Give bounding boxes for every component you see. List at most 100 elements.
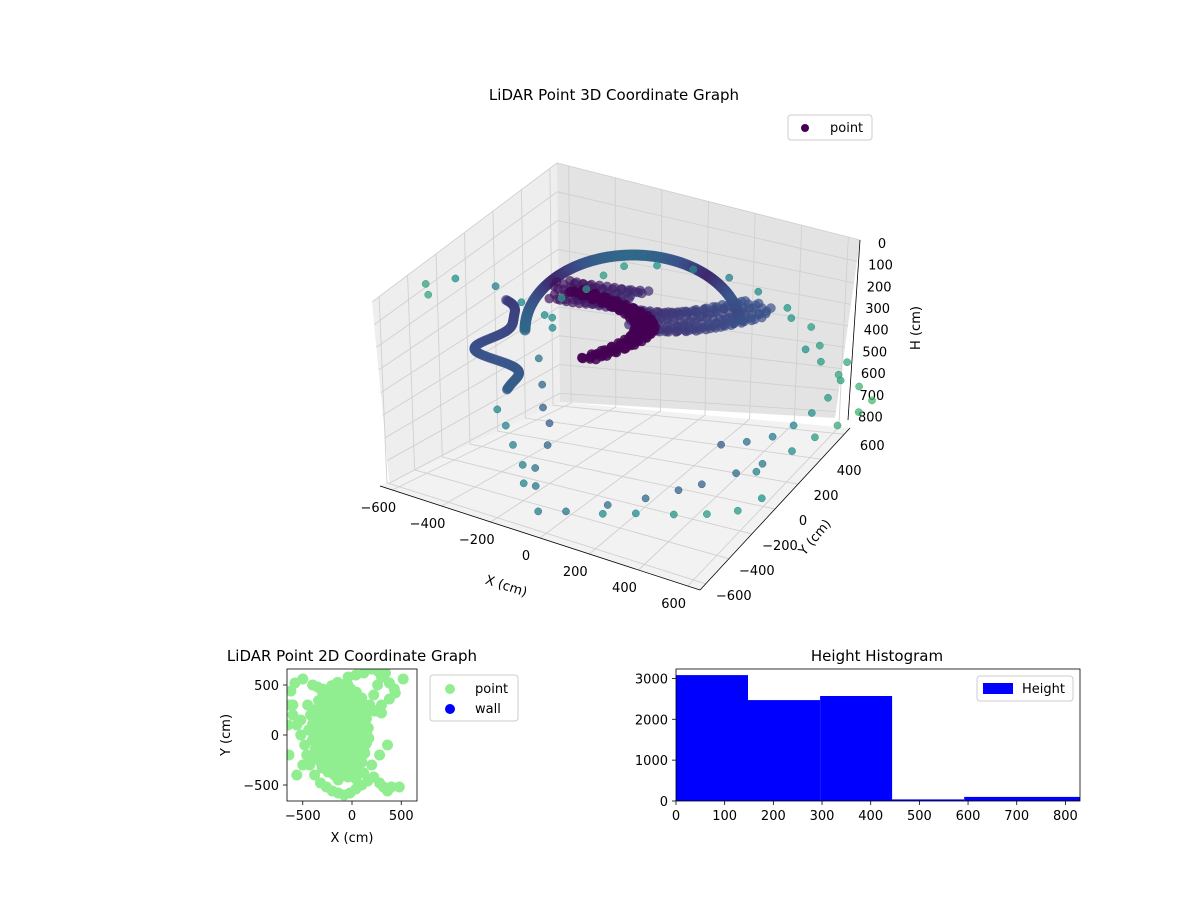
cloud-marker [708, 302, 719, 312]
point-cloud-body [469, 249, 776, 395]
scatter-point-2d [310, 749, 322, 761]
y-tick-label-2d: −500 [243, 779, 279, 794]
y-tick-label-3d: 200 [814, 489, 839, 504]
ticks-histogram: 0 100 200 300 400 500 600 700 800 0 1000 2000 3000 [635, 672, 1078, 824]
y-tick-label-histogram: 1000 [635, 754, 668, 769]
scatter-point-3d [717, 440, 725, 449]
y-tick-label-3d: −400 [739, 564, 775, 579]
scatter-point-3d [855, 382, 863, 391]
scatter-point-3d [703, 510, 711, 518]
z-tick-label-3d: 700 [859, 389, 884, 404]
scatter-point-2d [385, 781, 397, 793]
x-axis-line-3d [379, 485, 701, 591]
cloud-marker [587, 294, 598, 305]
scatter-point-2d [342, 679, 354, 691]
scatter-point-2d [359, 747, 371, 759]
scatter-point-2d [307, 708, 319, 720]
scatter-point-3d [815, 341, 824, 350]
histogram-bar [820, 696, 893, 801]
scatter-point-2d [287, 685, 297, 697]
x-tick-label-histogram: 100 [712, 809, 737, 824]
scatter-point-3d [534, 354, 543, 363]
cloud-marker [760, 308, 771, 319]
x-tick-label-3d: 200 [563, 565, 588, 580]
scatter-point-3d [539, 403, 547, 412]
scatter-point-3d [598, 509, 607, 518]
scatter-point-2d [295, 729, 307, 741]
scatter-point-2d [305, 724, 317, 736]
legend-histogram-swatch [983, 683, 1013, 694]
legend-2d-marker-wall [445, 704, 455, 714]
legend-2d-marker-point [445, 684, 455, 694]
scatter-point-3d [491, 282, 500, 291]
cloud-marker [699, 304, 710, 314]
cloud-marker [577, 353, 588, 364]
cloud-marker [728, 317, 738, 327]
scatter-point-3d [697, 480, 706, 489]
scatter-point-2d [363, 732, 375, 744]
scatter-point-2d [307, 734, 318, 746]
scatter-point-3d [758, 459, 767, 468]
scatter-point-3d [733, 506, 742, 515]
z-axis-label-3d: H (cm) [909, 306, 924, 350]
cloud-marker [691, 306, 701, 317]
y-tick-label-3d: −200 [762, 539, 798, 554]
x-tick-label-3d: −400 [410, 517, 446, 532]
legend-3d-label: point [830, 121, 863, 136]
scatter-point-2d [299, 739, 311, 751]
cloud-marker [689, 322, 700, 333]
cloud-marker [719, 318, 730, 328]
cloud-marker [637, 288, 647, 299]
pane-floor [380, 402, 850, 590]
x-tick-label-2d: −500 [285, 809, 321, 824]
scatter-point-3d [833, 421, 842, 430]
cloud-marker [662, 321, 673, 332]
scatter-point-3d [519, 479, 528, 488]
cloud-marker [683, 308, 693, 319]
scatter-point-3d [807, 409, 816, 417]
scatter-point-3d [811, 433, 819, 442]
histogram-title: Height Histogram [811, 647, 943, 665]
scatter-point-2d [374, 749, 386, 761]
histogram-bar [748, 700, 820, 801]
scatter-point-3d [493, 405, 502, 414]
cloud-marker [749, 314, 760, 325]
cloud-marker [578, 290, 589, 301]
scatter-point-2d [361, 706, 373, 718]
scatter-point-3d [548, 323, 557, 332]
z-tick-label-3d: 0 [878, 237, 886, 252]
scatter-point-3d [817, 357, 825, 366]
scatter-point-3d [757, 494, 766, 503]
histogram-bar [892, 799, 965, 801]
pane-left [372, 163, 560, 490]
scatter-point-3d [531, 464, 540, 472]
histogram-bar [964, 796, 1080, 801]
scatter-point-2d [302, 699, 314, 711]
cloud-marker [671, 322, 681, 333]
scatter-point-3d [752, 467, 761, 476]
legend-2d: point wall [429, 674, 519, 722]
scatter-point-3d [421, 280, 430, 288]
scatter-point-3d [742, 437, 751, 446]
point-series-2d [287, 669, 409, 801]
scatter-point-2d [317, 687, 328, 698]
legend-2d-label-point: point [475, 682, 508, 697]
point-series-3d [421, 261, 876, 519]
scatter-point-2d [368, 689, 380, 701]
scatter-point-2d [382, 739, 393, 751]
scatter-point-3d [674, 486, 683, 495]
scatter-point-2d [287, 749, 295, 761]
scatter-point-3d [836, 376, 845, 385]
pane-back [557, 163, 860, 418]
scatter-point-2d [287, 709, 299, 721]
scatter-point-3d [545, 419, 554, 428]
scatter-point-3d [787, 314, 796, 322]
y-tick-label-histogram: 3000 [635, 672, 668, 687]
x-tick-label-histogram: 700 [1004, 809, 1029, 824]
scatter-point-2d [397, 673, 409, 685]
y-tick-label-histogram: 2000 [635, 713, 668, 728]
chart-histogram: Height Histogram 0 100 200 300 400 500 600 700 8… [635, 647, 1081, 824]
z-tick-label-3d: 100 [868, 259, 893, 274]
x-tick-label-3d: 400 [612, 581, 637, 596]
chart-3d: LiDAR Point 3D Coordinate Graph −600 −400… [360, 86, 924, 612]
